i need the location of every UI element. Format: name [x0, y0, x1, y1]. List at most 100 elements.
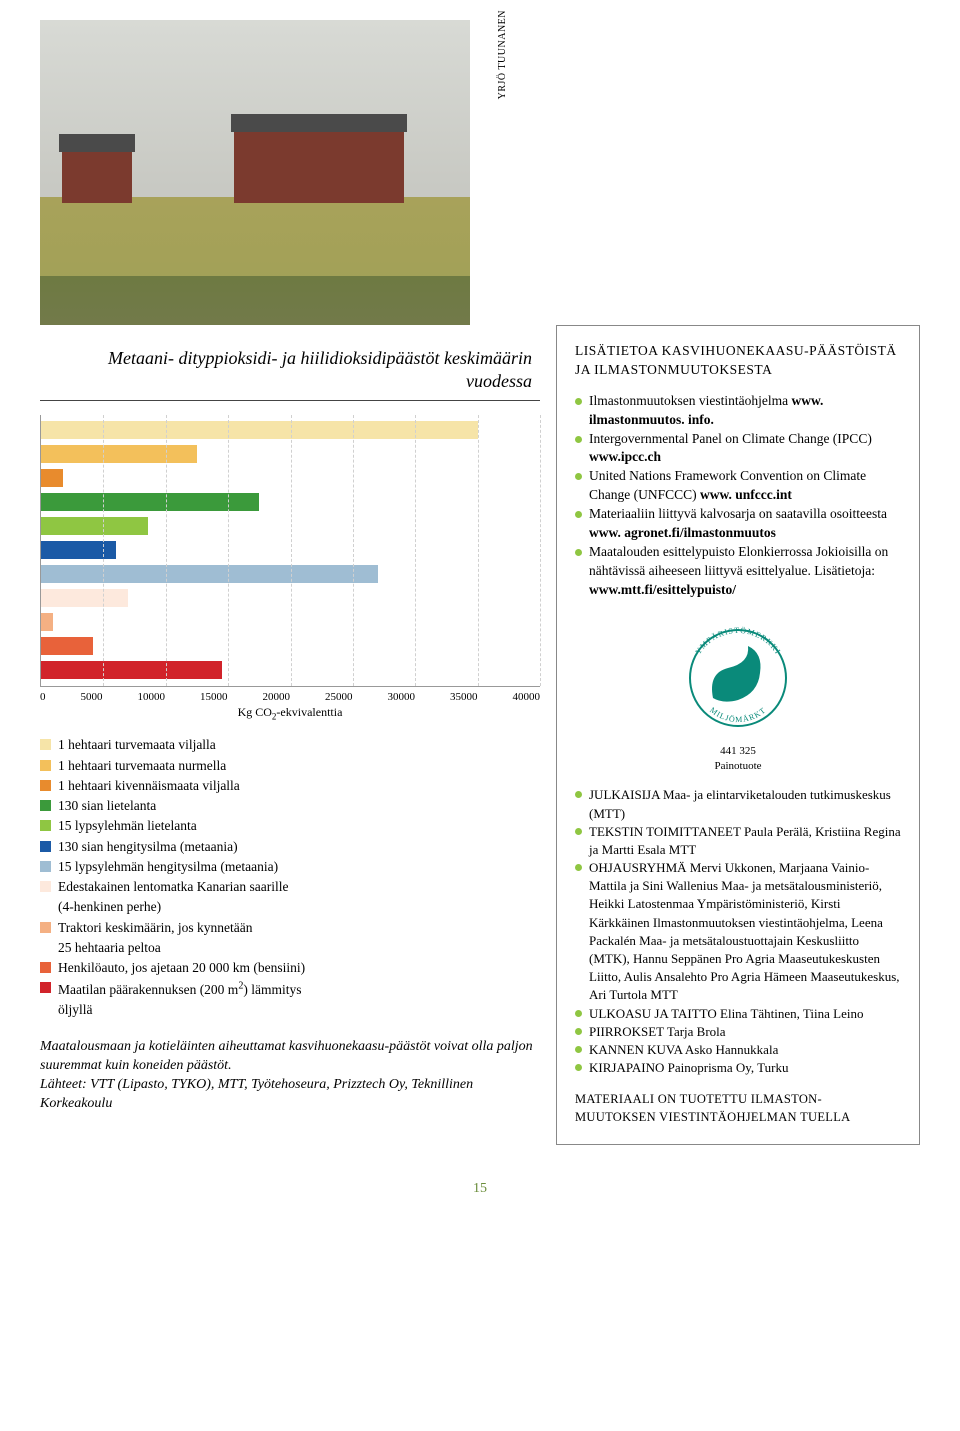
legend-item: 130 sian hengitysilma (metaania) — [40, 837, 540, 857]
chart-bar — [41, 589, 128, 607]
legend-label: Traktori keskimäärin, jos kynnetään — [58, 920, 252, 935]
bullet-icon — [575, 828, 582, 835]
credits-item: JULKAISIJA Maa- ja elintarviketalouden t… — [575, 786, 901, 822]
credits-text: Elina Tähtinen, Tiina Leino — [717, 1006, 864, 1021]
info-link-item: United Nations Framework Convention on C… — [575, 467, 901, 505]
info-link-item: Ilmastonmuutoksen viestintäohjelma www. … — [575, 392, 901, 430]
nordic-swan-ecolabel: YMPÄRISTÖMERKKI MILJÖMÄRKT — [678, 618, 798, 738]
credits-text: Asko Hannukkala — [682, 1042, 778, 1057]
legend-item: 1 hehtaari turvemaata nurmella — [40, 756, 540, 776]
info-item-text: Maatalouden esittelypuisto Elonkierrossa… — [589, 544, 888, 578]
bullet-icon — [575, 473, 582, 480]
chart-bar — [41, 493, 259, 511]
x-tick-label: 20000 — [263, 691, 291, 703]
legend-item: 15 lypsylehmän lietelanta — [40, 816, 540, 836]
credits-label: PIIRROKSET — [589, 1024, 664, 1039]
info-box: LISÄTIETOA KASVIHUONEKAASU-PÄÄSTÖISTÄ JA… — [556, 325, 920, 1145]
credits-label: KANNEN KUVA — [589, 1042, 682, 1057]
credits-text: Painoprisma Oy, Turku — [664, 1060, 788, 1075]
legend-item: Edestakainen lentomatka Kanarian saarill… — [40, 877, 540, 897]
credits-block: JULKAISIJA Maa- ja elintarviketalouden t… — [575, 786, 901, 1126]
chart-legend: 1 hehtaari turvemaata viljalla 1 hehtaari… — [40, 735, 540, 1020]
chart-bar — [41, 469, 63, 487]
legend-swatch — [40, 962, 51, 973]
bullet-icon — [575, 1046, 582, 1053]
x-tick-label: 10000 — [138, 691, 166, 703]
credits-item: PIIRROKSET Tarja Brola — [575, 1023, 901, 1041]
legend-swatch — [40, 780, 51, 791]
barn-illustration — [234, 128, 404, 203]
bullet-icon — [575, 864, 582, 871]
photo-credit: YRJÖ TUUNANEN — [497, 10, 508, 99]
x-tick-label: 5000 — [81, 691, 103, 703]
x-tick-label: 15000 — [200, 691, 228, 703]
credits-label: KIRJAPAINO — [589, 1060, 664, 1075]
x-tick-label: 35000 — [450, 691, 478, 703]
info-link-list: Ilmastonmuutoksen viestintäohjelma www. … — [575, 392, 901, 600]
credits-text: Tarja Brola — [664, 1024, 726, 1039]
legend-swatch — [40, 760, 51, 771]
x-tick-label: 40000 — [513, 691, 541, 703]
chart-title-rule — [40, 400, 540, 401]
info-link-item: Intergovernmental Panel on Climate Chang… — [575, 430, 901, 468]
legend-swatch — [40, 881, 51, 892]
bullet-icon — [575, 549, 582, 556]
chart-caption: Maatalousmaan ja kotieläinten aiheuttama… — [40, 1038, 540, 1114]
chart-bar — [41, 565, 378, 583]
page-number: 15 — [0, 1181, 960, 1197]
legend-label: 130 sian hengitysilma (metaania) — [58, 839, 238, 854]
bullet-icon — [575, 1064, 582, 1071]
barn-illustration-small — [62, 148, 132, 203]
legend-label-continuation: 25 hehtaaria peltoa — [40, 938, 540, 958]
legend-label: Henkilöauto, jos ajetaan 20 000 km (bens… — [58, 960, 305, 975]
legend-item: 1 hehtaari kivennäismaata viljalla — [40, 776, 540, 796]
info-item-url: www. agronet.fi/ilmastonmuutos — [589, 525, 776, 540]
legend-label: 130 sian lietelanta — [58, 798, 156, 813]
bullet-icon — [575, 1028, 582, 1035]
chart-bar — [41, 445, 197, 463]
credits-item: TEKSTIN TOIMITTANEET Paula Perälä, Krist… — [575, 823, 901, 859]
credits-label: OHJAUSRYHMÄ — [589, 860, 687, 875]
credits-label: ULKOASU JA TAITTO — [589, 1006, 717, 1021]
x-axis-labels: 0 5000 10000 15000 20000 25000 30000 35000 40000 — [40, 691, 540, 703]
bullet-icon — [575, 791, 582, 798]
info-item-text: Intergovernmental Panel on Climate Chang… — [589, 431, 872, 446]
legend-swatch — [40, 922, 51, 933]
legend-item: 15 lypsylehmän hengitysilma (metaania) — [40, 857, 540, 877]
chart-bar — [41, 637, 93, 655]
x-tick-label: 30000 — [388, 691, 416, 703]
chart-bar — [41, 613, 53, 631]
info-item-text: Ilmastonmuutoksen viestintäohjelma — [589, 393, 791, 408]
chart-title: Metaani- dityppioksidi- ja hiilidioksidi… — [40, 347, 532, 392]
legend-label: 15 lypsylehmän hengitysilma (metaania) — [58, 859, 278, 874]
credits-text: Mervi Ukkonen, Marjaana Vainio-Mattila j… — [589, 860, 900, 1002]
swan-code: 441 325 Painotuote — [575, 744, 901, 775]
left-column: Metaani- dityppioksidi- ja hiilidioksidi… — [40, 325, 540, 1114]
bullet-icon — [575, 511, 582, 518]
legend-label: Edestakainen lentomatka Kanarian saarill… — [58, 879, 289, 894]
hero-photo — [40, 20, 470, 325]
legend-item: Traktori keskimäärin, jos kynnetään — [40, 918, 540, 938]
info-item-url: www. unfccc.int — [700, 487, 792, 502]
info-item-text: Materiaaliin liittyvä kalvosarja on saat… — [589, 506, 887, 521]
chart-bar — [41, 517, 148, 535]
x-tick-label: 0 — [40, 691, 46, 703]
x-tick-label: 25000 — [325, 691, 353, 703]
credits-item: ULKOASU JA TAITTO Elina Tähtinen, Tiina … — [575, 1005, 901, 1023]
legend-label: 1 hehtaari turvemaata nurmella — [58, 758, 226, 773]
bullet-icon — [575, 1010, 582, 1017]
chart-bar — [41, 541, 116, 559]
credits-label: TEKSTIN TOIMITTANEET — [589, 824, 741, 839]
credits-item: KANNEN KUVA Asko Hannukkala — [575, 1041, 901, 1059]
x-axis-title: Kg CO2-ekvivalenttia — [40, 705, 540, 721]
credits-item: KIRJAPAINO Painoprisma Oy, Turku — [575, 1059, 901, 1077]
legend-item: 130 sian lietelanta — [40, 796, 540, 816]
legend-item: 1 hehtaari turvemaata viljalla — [40, 735, 540, 755]
materials-note: MATERIAALI ON TUOTETTU ILMASTON-MUUTOKSE… — [575, 1091, 901, 1126]
legend-swatch — [40, 841, 51, 852]
info-box-heading: LISÄTIETOA KASVIHUONEKAASU-PÄÄSTÖISTÄ JA… — [575, 342, 901, 380]
hero-row — [0, 0, 960, 325]
legend-swatch — [40, 861, 51, 872]
legend-item: Henkilöauto, jos ajetaan 20 000 km (bens… — [40, 958, 540, 978]
info-link-item: Materiaaliin liittyvä kalvosarja on saat… — [575, 505, 901, 543]
